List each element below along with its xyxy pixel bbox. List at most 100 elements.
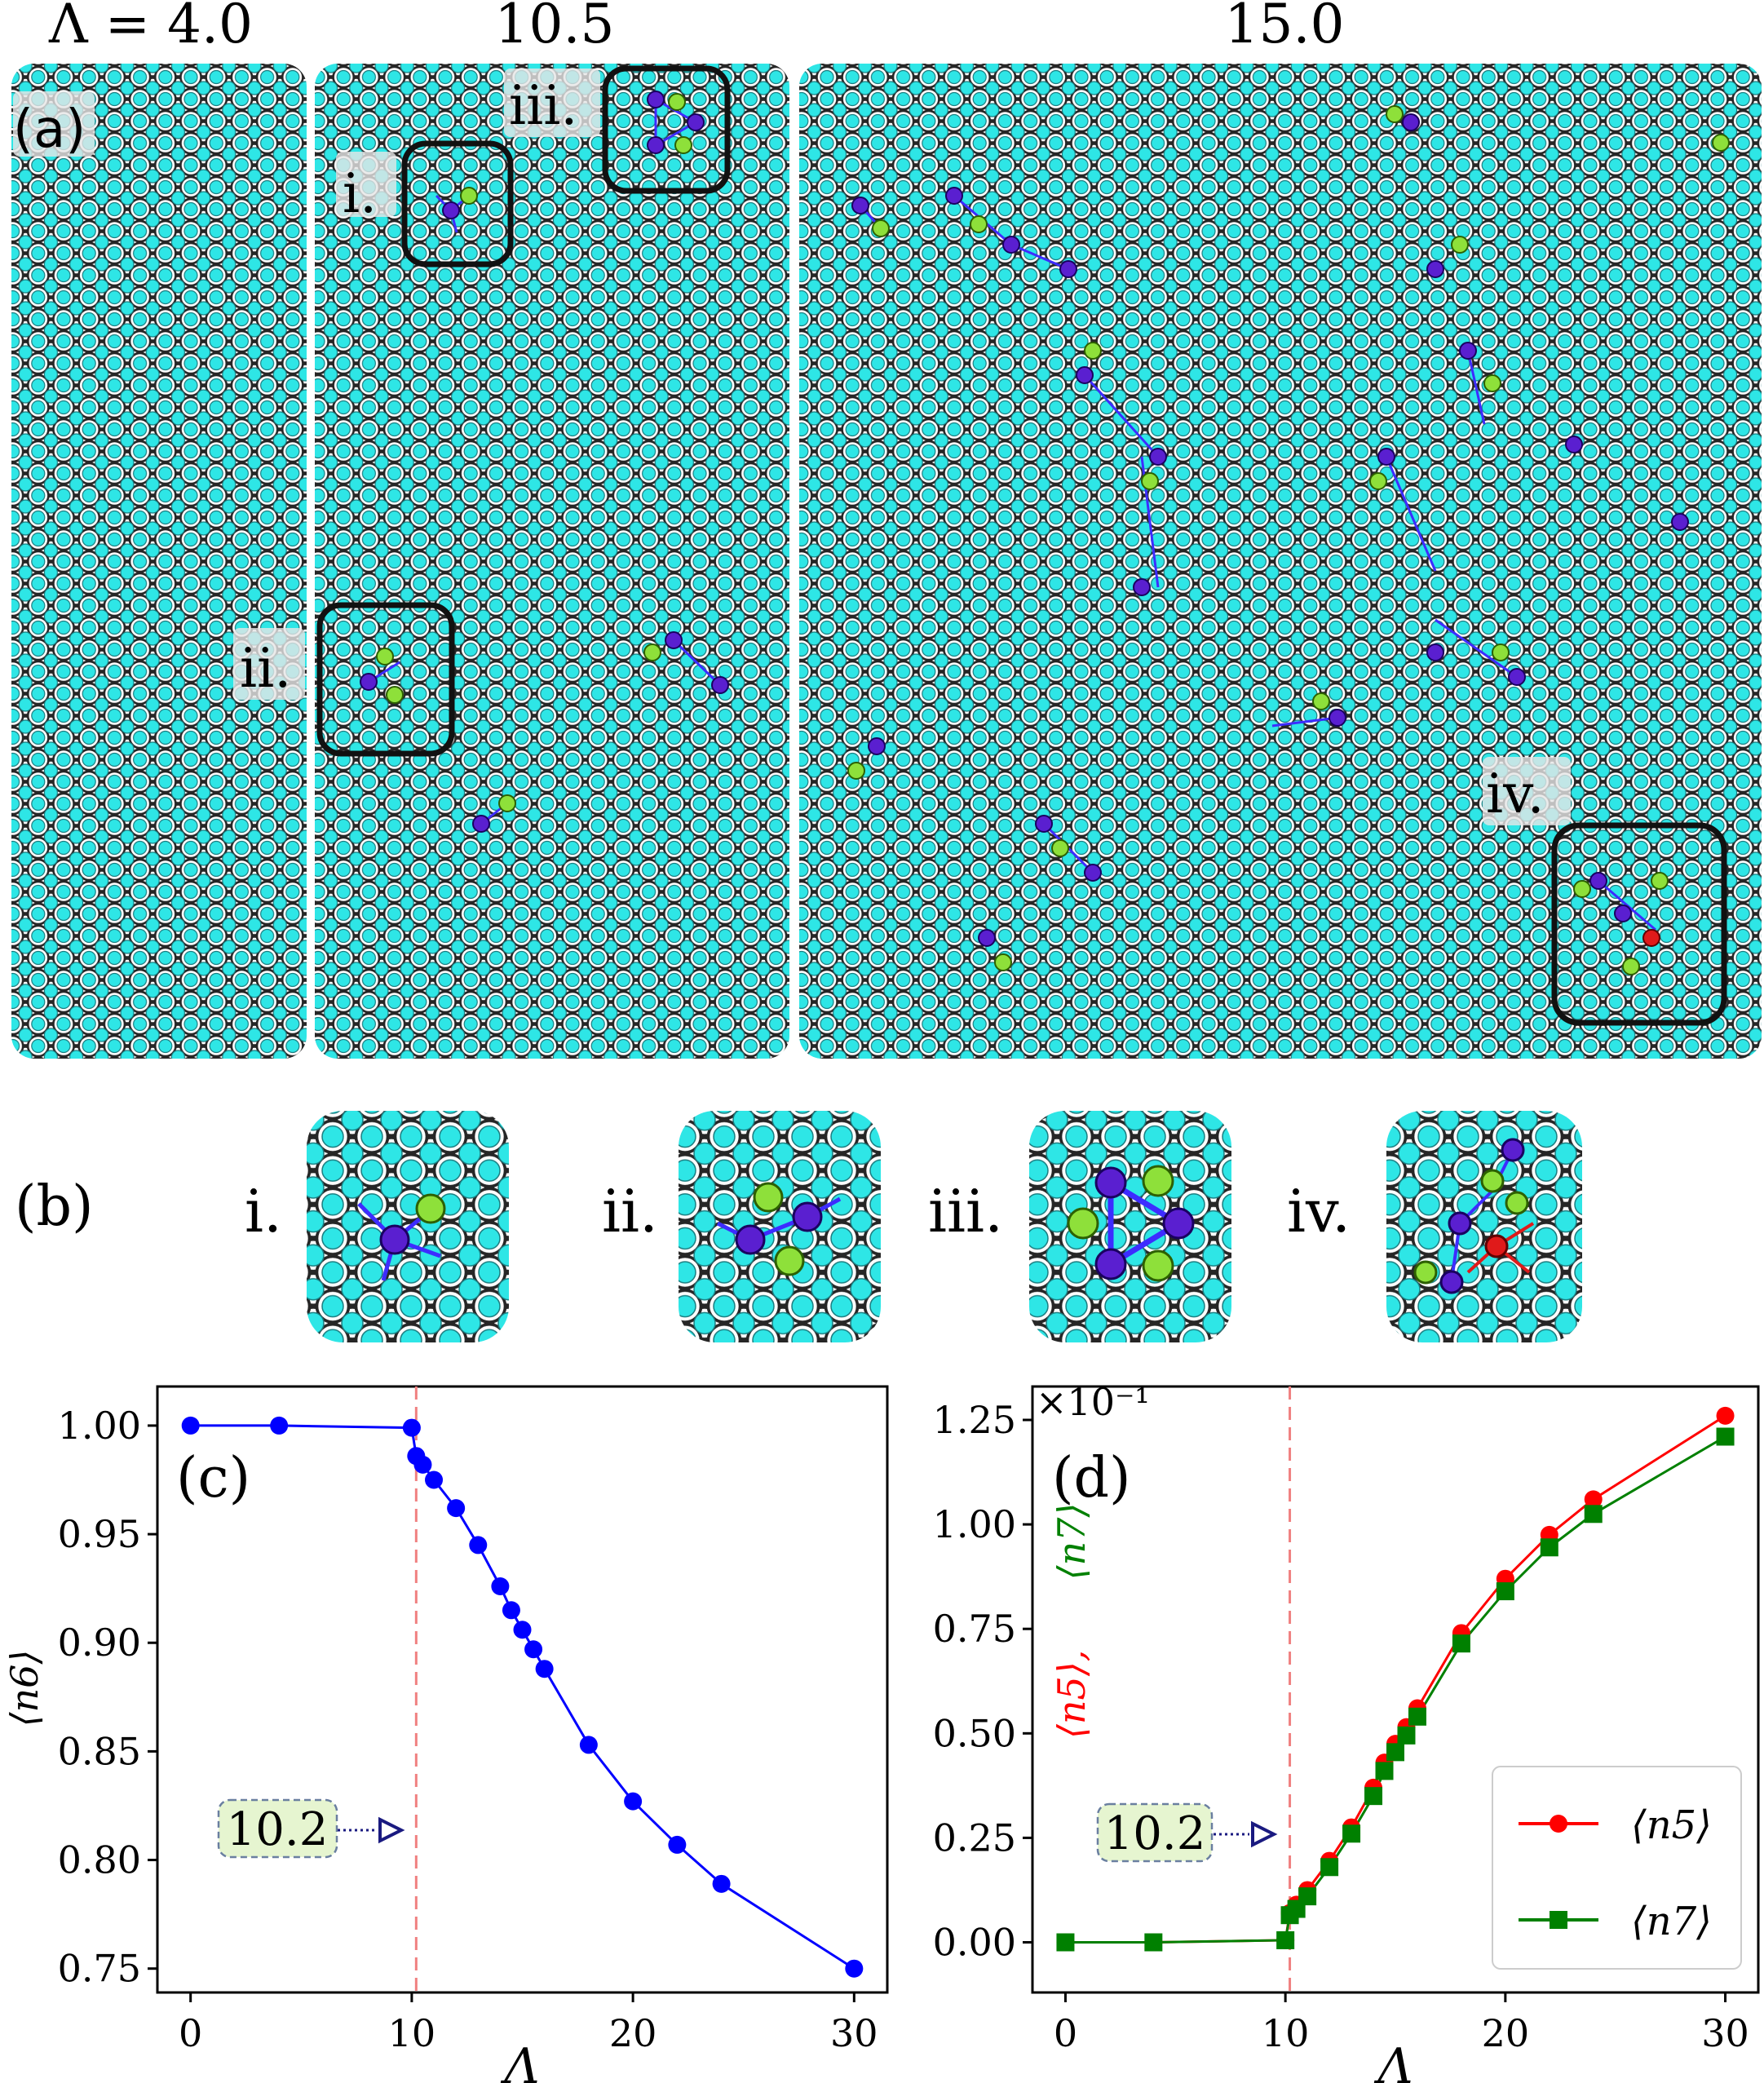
chart-c-xtick-label: 0 <box>179 2011 202 2055</box>
chart-c-point-n6 <box>712 1874 731 1893</box>
chart-d-point-n7 <box>1364 1787 1383 1806</box>
chart-d-point-n7 <box>1496 1582 1514 1601</box>
chart-d-point-n7 <box>1375 1762 1394 1780</box>
chart-c-xtick-label: 30 <box>830 2011 878 2055</box>
zoom-defect-7-ii-b <box>774 1245 805 1276</box>
chart-c-panel-label: (c) <box>176 1446 250 1510</box>
chart-c-point-n6 <box>524 1640 543 1659</box>
zoom-defect-7-iv-b <box>1413 1260 1438 1285</box>
zoom-defect-red-iv <box>1484 1234 1509 1258</box>
inset-label-ii: ii. <box>240 637 291 700</box>
chart-c-point-n6 <box>845 1959 864 1978</box>
chart-d-ylabel: ⟨n5⟩, ⟨n7⟩ <box>1050 1503 1094 1739</box>
chart-c-point-n6 <box>270 1416 289 1435</box>
chart-d-point-n7 <box>1342 1824 1361 1843</box>
chart-d-point-n7 <box>1397 1726 1416 1745</box>
lattice-lambda-4 <box>11 64 307 1059</box>
chart-d-annotation-box <box>1096 1802 1214 1863</box>
zoom-defect-7-iii-c <box>1142 1249 1174 1282</box>
chart-d-point-n7 <box>1584 1505 1603 1524</box>
chart-d-xticks: 0 10 20 30 <box>1054 1992 1749 2055</box>
legend-n5-label: ⟨n5⟩ <box>1631 1802 1712 1848</box>
panel-b-item-label-iv: iv. <box>1287 1177 1351 1245</box>
chart-d-ylabel-n5: ⟨n5⟩, <box>1050 1650 1094 1739</box>
chart-c-point-n6 <box>579 1736 598 1754</box>
inset-label-i: i. <box>343 162 377 225</box>
zoom-defect-5-iv-b <box>1501 1138 1525 1162</box>
chart-c: 0.75 0.80 0.85 0.90 0.95 1.00 0 10 20 30 (c) Λ ⟨… <box>2 1385 889 2083</box>
zoom-defect-5-iii-b <box>1094 1248 1127 1280</box>
panel-a-title-1: Λ = 4.0 <box>48 0 253 55</box>
chart-c-point-n6 <box>668 1835 687 1854</box>
chart-c-series-line <box>190 1424 855 1970</box>
chart-d-point-n5 <box>1584 1490 1603 1509</box>
chart-c-point-n6 <box>624 1792 643 1811</box>
panel-b-item-label-iii: iii. <box>928 1177 1003 1245</box>
legend-n5-marker <box>1550 1815 1567 1833</box>
chart-d: 0.00 0.25 0.50 0.75 1.00 1.25 0 10 20 30 ×10⁻¹ (… <box>933 1380 1760 2083</box>
zoom-defect-5-iii-c <box>1162 1207 1195 1240</box>
chart-c-ytick-label: 0.90 <box>58 1621 141 1665</box>
chart-d-ytick-label: 0.00 <box>933 1921 1016 1965</box>
chart-c-points <box>181 1416 864 1978</box>
inset-label-backgrounds <box>13 69 1571 825</box>
chart-c-xlabel: Λ <box>500 2038 539 2083</box>
zoom-defect-7-iii-a <box>1142 1165 1174 1197</box>
chart-d-xtick-label: 30 <box>1701 2011 1749 2055</box>
chart-c-ylabel: ⟨n6⟩ <box>2 1650 46 1727</box>
panel-a: Λ = 4.0 10.5 15.0 <box>11 0 1762 1059</box>
chart-c-ytick-label: 1.00 <box>58 1404 141 1448</box>
chart-c-point-n6 <box>535 1660 554 1678</box>
chart-d-point-n7 <box>1056 1933 1075 1952</box>
defect-5-sites <box>360 91 1689 947</box>
chart-c-point-n6 <box>469 1536 488 1555</box>
chart-c-xtick-label: 10 <box>388 2011 436 2055</box>
chart-c-point-n6 <box>491 1577 510 1596</box>
chart-d-xlabel: Λ <box>1373 2038 1413 2083</box>
zoom-defect-5-iv-c <box>1439 1270 1464 1294</box>
chart-d-ytick-label: 1.00 <box>933 1502 1016 1546</box>
chart-d-annotation-text: 10.2 <box>1104 1807 1206 1860</box>
legend-n7-label: ⟨n7⟩ <box>1631 1899 1712 1944</box>
chart-d-point-n7 <box>1298 1887 1317 1906</box>
zoom-defect-7-iii-b <box>1067 1207 1099 1240</box>
chart-c-point-n6 <box>413 1455 432 1474</box>
chart-c-annotation-arrowhead <box>378 1816 405 1844</box>
chart-d-ytick-label: 0.25 <box>933 1815 1016 1860</box>
zoom-defect-5-iii-a <box>1094 1166 1127 1199</box>
legend-n7-marker <box>1550 1911 1567 1929</box>
chart-d-ylabel-n7: ⟨n7⟩ <box>1050 1503 1094 1581</box>
chart-c-point-n6 <box>513 1621 532 1639</box>
chart-d-point-n7 <box>1452 1634 1470 1653</box>
inset-box-ii <box>316 602 455 757</box>
chart-d-point-n7 <box>1386 1743 1404 1762</box>
chart-d-xtick-label: 10 <box>1262 2011 1310 2055</box>
chart-d-xtick-label: 0 <box>1054 2011 1077 2055</box>
chart-d-point-n7 <box>1320 1858 1339 1877</box>
zoom-defect-5-ii-b <box>792 1201 823 1232</box>
chart-d-legend: ⟨n5⟩ ⟨n7⟩ <box>1492 1766 1742 1970</box>
chart-d-point-n7 <box>1408 1707 1426 1726</box>
zoom-defect-7-ii-a <box>753 1182 784 1213</box>
zoom-defect-5-iv-a <box>1448 1211 1472 1236</box>
chart-d-point-n7 <box>1144 1933 1163 1952</box>
chart-c-ytick-label: 0.95 <box>58 1512 141 1556</box>
chart-d-ytick-label: 0.50 <box>933 1711 1016 1755</box>
defect-7-sites <box>376 93 1730 975</box>
zoom-defect-5-i <box>379 1224 410 1255</box>
chart-d-point-n7 <box>1540 1538 1558 1557</box>
chart-d-point-n7 <box>1276 1930 1295 1949</box>
panel-b-item-label-ii: ii. <box>602 1177 658 1245</box>
panel-a-title-2: 10.5 <box>495 0 615 55</box>
zoom-inset-iv <box>1386 1111 1582 1342</box>
inset-label-iv: iv. <box>1486 763 1545 825</box>
chart-d-ytick-label: 1.25 <box>933 1398 1016 1442</box>
chart-c-annotation-box <box>217 1798 338 1859</box>
zoom-inset-iii <box>1029 1111 1231 1342</box>
chart-d-xtick-label: 20 <box>1482 2011 1530 2055</box>
zoom-defect-7-iv-a <box>1480 1169 1505 1193</box>
chart-d-ytick-label: 0.75 <box>933 1607 1016 1651</box>
panel-a-title-3: 15.0 <box>1225 0 1345 55</box>
inset-box-iv <box>1551 822 1727 1026</box>
chart-c-ytick-label: 0.75 <box>58 1947 141 1991</box>
